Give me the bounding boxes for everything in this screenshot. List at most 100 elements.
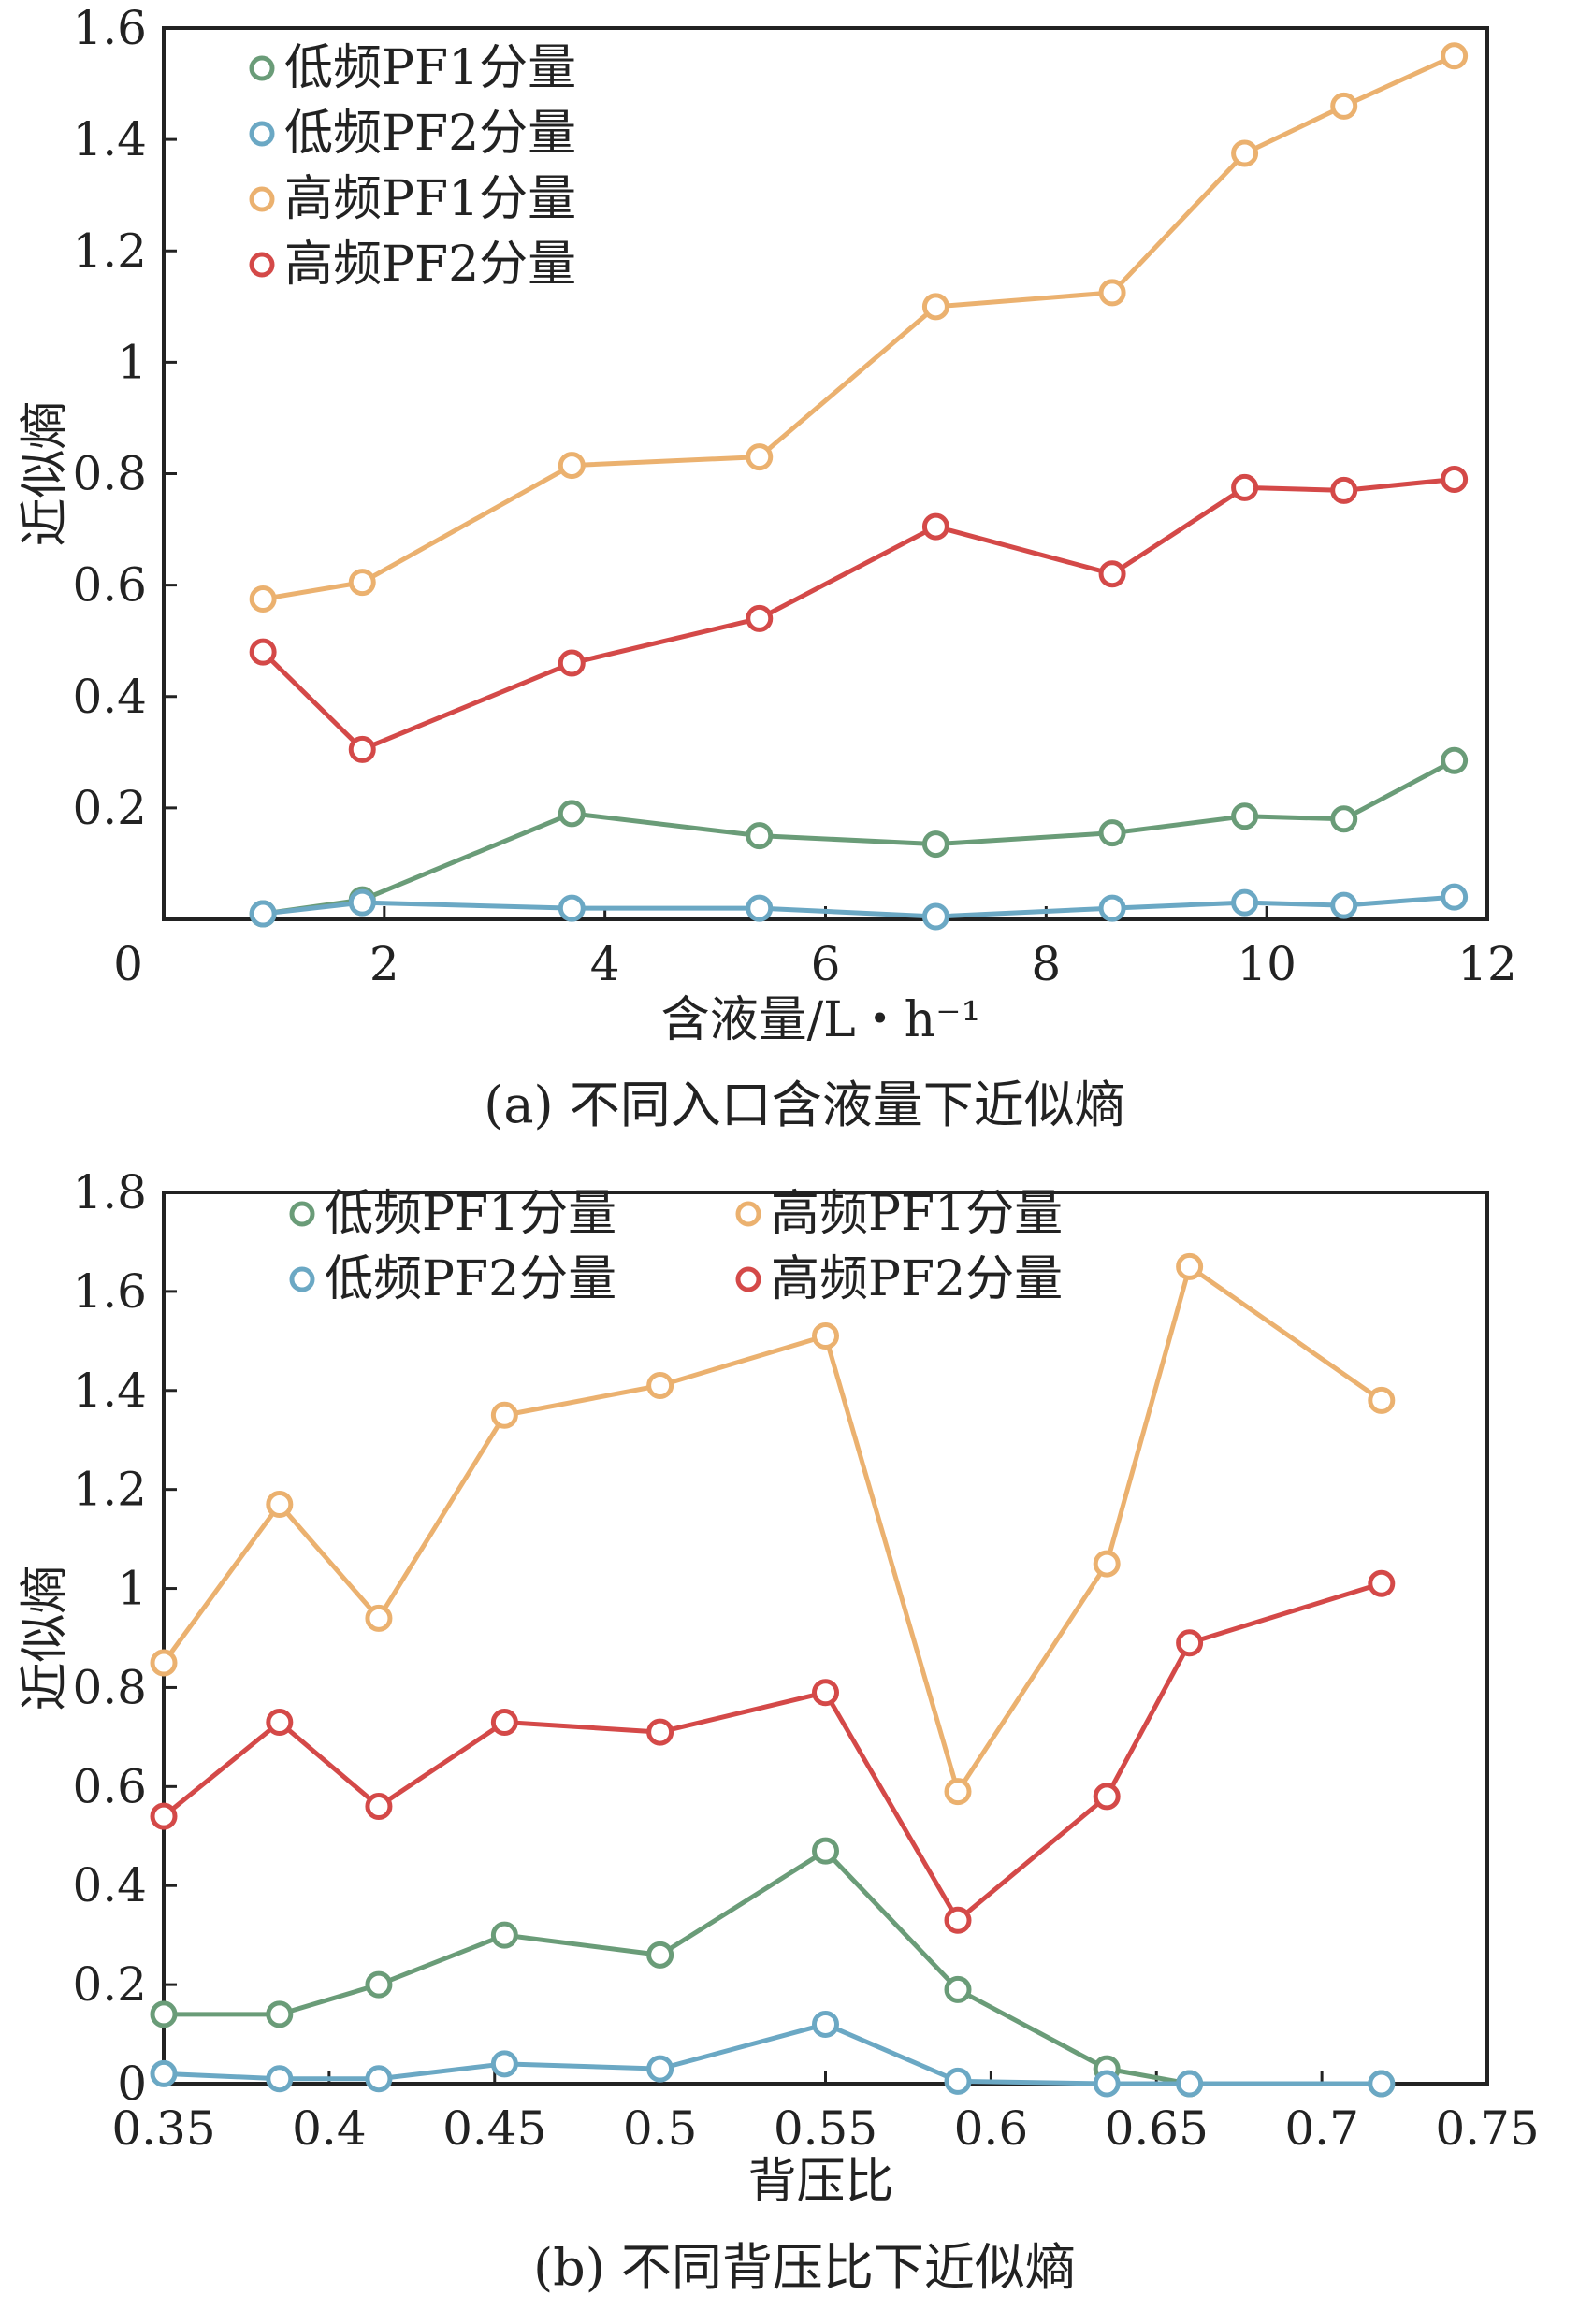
data-point bbox=[1330, 805, 1358, 833]
series-高频PF2分量 bbox=[150, 1569, 1396, 1934]
data-point bbox=[266, 1709, 294, 1737]
y-tick-label: 1.2 bbox=[72, 224, 147, 278]
data-point bbox=[921, 830, 949, 859]
data-point bbox=[490, 1401, 518, 1429]
x-tick-label: 0 bbox=[113, 937, 143, 991]
data-point bbox=[558, 649, 586, 677]
data-point bbox=[348, 735, 376, 763]
figure-caption: (b) 不同背压比下近似熵 bbox=[533, 2238, 1076, 2297]
x-tick-label: 0.35 bbox=[111, 2101, 215, 2156]
data-point bbox=[1330, 92, 1358, 120]
y-tick-label: 1.2 bbox=[72, 1463, 147, 1517]
data-point bbox=[921, 512, 949, 541]
data-point bbox=[1093, 1783, 1121, 1811]
data-point bbox=[646, 2055, 674, 2083]
x-tick-label: 0.75 bbox=[1435, 2101, 1539, 2156]
data-point bbox=[1098, 894, 1126, 922]
data-point bbox=[365, 1970, 393, 1999]
data-point bbox=[746, 604, 774, 632]
x-axis-title: 背压比 bbox=[747, 2154, 893, 2210]
data-point bbox=[249, 585, 277, 613]
legend-label: 低频PF1分量 bbox=[325, 1186, 616, 1242]
data-point bbox=[490, 1709, 518, 1737]
legend-label: 高频PF1分量 bbox=[771, 1186, 1063, 1242]
x-tick-label: 0.65 bbox=[1105, 2101, 1209, 2156]
series-低频PF1分量 bbox=[249, 746, 1469, 928]
x-tick-label: 2 bbox=[369, 937, 399, 991]
data-point bbox=[1231, 139, 1259, 167]
series-低频PF2分量 bbox=[249, 883, 1469, 931]
data-point bbox=[266, 1491, 294, 1519]
data-point bbox=[365, 2065, 393, 2093]
data-point bbox=[1231, 473, 1259, 501]
data-point bbox=[746, 443, 774, 471]
legend-label: 低频PF2分量 bbox=[284, 106, 576, 162]
series-高频PF2分量 bbox=[249, 465, 1469, 763]
data-point bbox=[646, 1941, 674, 1969]
series-line bbox=[261, 476, 1455, 752]
data-point bbox=[1093, 1550, 1121, 1578]
data-point bbox=[558, 452, 586, 480]
x-tick-label: 0.7 bbox=[1284, 2101, 1359, 2156]
data-point bbox=[1368, 1386, 1396, 1414]
legend-label: 低频PF2分量 bbox=[325, 1251, 616, 1307]
y-tick-label: 1.4 bbox=[72, 112, 147, 166]
legend-marker bbox=[289, 1201, 315, 1227]
series-低频PF2分量 bbox=[150, 2010, 1396, 2098]
legend-marker bbox=[249, 186, 275, 212]
series-line bbox=[164, 1848, 1382, 2086]
series-line bbox=[262, 894, 1455, 919]
data-point bbox=[944, 1906, 972, 1934]
y-tick-label: 0.6 bbox=[72, 1759, 147, 1813]
data-point bbox=[1098, 560, 1126, 588]
data-point bbox=[365, 1604, 393, 1632]
figure-caption: (a) 不同入口含液量下近似熵 bbox=[484, 1075, 1125, 1134]
series-高频PF1分量 bbox=[249, 42, 1469, 613]
data-point bbox=[944, 1975, 972, 2003]
series-line bbox=[161, 1263, 1383, 1795]
data-point bbox=[1441, 465, 1469, 493]
y-axis-title: 近似熵 bbox=[18, 400, 74, 546]
x-tick-label: 0.6 bbox=[954, 2101, 1029, 2156]
y-tick-label: 1 bbox=[117, 1562, 147, 1616]
legend-marker bbox=[249, 121, 275, 147]
legend-label: 高频PF2分量 bbox=[284, 237, 576, 293]
data-point bbox=[1176, 1252, 1204, 1280]
data-point bbox=[746, 822, 774, 850]
series-line bbox=[162, 1581, 1383, 1923]
data-point bbox=[1441, 883, 1469, 911]
x-tick-label: 8 bbox=[1031, 937, 1061, 991]
data-point bbox=[490, 1921, 518, 1949]
data-point bbox=[1093, 2070, 1121, 2098]
y-tick-label: 1.6 bbox=[72, 1, 147, 55]
y-tick-label: 0.4 bbox=[72, 1858, 147, 1913]
legend-label: 低频PF1分量 bbox=[284, 40, 576, 96]
data-point bbox=[1231, 802, 1259, 830]
data-point bbox=[1098, 279, 1126, 307]
series-低频PF1分量 bbox=[150, 1837, 1396, 2098]
x-tick-label: 0.4 bbox=[292, 2101, 367, 2156]
data-point bbox=[150, 1802, 178, 1830]
legend-marker bbox=[735, 1266, 761, 1292]
data-point bbox=[812, 2010, 839, 2038]
x-tick-label: 0.5 bbox=[623, 2101, 698, 2156]
legend-marker bbox=[249, 252, 275, 278]
data-point bbox=[812, 1322, 839, 1350]
y-tick-label: 0.8 bbox=[72, 1660, 147, 1714]
y-tick-label: 0.4 bbox=[72, 670, 147, 724]
y-tick-label: 1.4 bbox=[72, 1364, 147, 1418]
data-point bbox=[1231, 888, 1259, 917]
data-point bbox=[812, 1837, 839, 1865]
data-point bbox=[150, 1649, 178, 1677]
series-line bbox=[163, 2021, 1382, 2086]
data-point bbox=[365, 1793, 393, 1821]
legend-marker bbox=[249, 55, 275, 81]
y-tick-label: 1.8 bbox=[72, 1165, 147, 1220]
legend-marker bbox=[289, 1266, 315, 1292]
chart-a: 0 2 4 6 8 10 12 0.2 0.4 0.6 0.8 1 1.2 1.4 1.6 含液量/L・h⁻¹… bbox=[18, 1, 1517, 1134]
data-point bbox=[266, 2000, 294, 2028]
data-point bbox=[249, 900, 277, 928]
x-tick-label: 6 bbox=[811, 937, 841, 991]
